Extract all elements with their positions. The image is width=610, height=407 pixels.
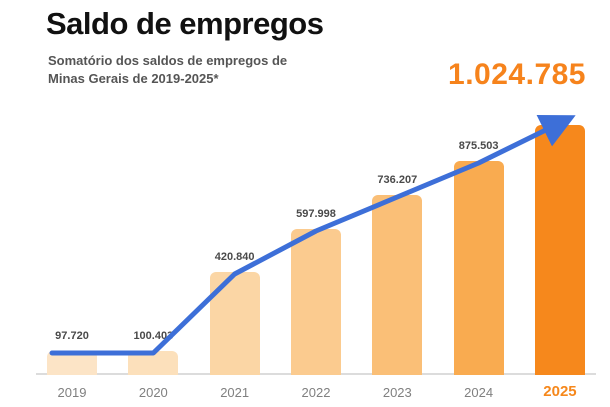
bar-2024 (453, 161, 504, 375)
bar-2022 (290, 229, 341, 375)
bar-column-2019: 97.720 2019 (36, 330, 108, 401)
axis-label-2021: 2021 (220, 385, 250, 400)
bar-columns: 97.720 2019 100.403 2020 420.840 2021 597.998 2… (36, 71, 596, 401)
bar-value-label-2023: 736.207 (377, 174, 418, 186)
bar-2025 (534, 125, 585, 375)
chart-title: Saldo de empregos (46, 6, 324, 41)
bar-column-2024: 875.503 2024 (443, 140, 515, 401)
bar-2023 (372, 195, 423, 375)
bar-2021 (209, 272, 260, 375)
axis-label-2025: 2025 (543, 383, 577, 400)
bar-value-label-2019: 97.720 (55, 330, 89, 342)
axis-label-2020: 2020 (138, 385, 168, 400)
axis-label-2019: 2019 (57, 385, 87, 400)
bar-column-2022: 597.998 2022 (280, 208, 352, 401)
bar-value-label-2021: 420.840 (214, 251, 255, 263)
bar-column-2025: 2025 (524, 104, 596, 401)
bar-column-2023: 736.207 2023 (361, 174, 433, 401)
bar-value-label-2022: 597.998 (296, 208, 336, 220)
axis-label-2024: 2024 (464, 385, 494, 400)
bar-2019 (47, 351, 97, 375)
bar-chart: 97.720 2019 100.403 2020 420.840 2021 597.998 2… (36, 71, 596, 401)
bar-value-label-2020: 100.403 (133, 330, 174, 342)
axis-label-2023: 2023 (382, 385, 412, 400)
bar-2020 (128, 351, 179, 375)
bar-column-2021: 420.840 2021 (199, 251, 271, 401)
axis-label-2022: 2022 (301, 385, 331, 400)
highlight-value: 1.024.785 (448, 58, 586, 91)
bar-value-label-2024: 875.503 (458, 140, 499, 152)
chart-subtitle: Somatório dos saldos de empregos de Mina… (48, 53, 288, 87)
bar-column-2020: 100.403 2020 (117, 330, 189, 401)
